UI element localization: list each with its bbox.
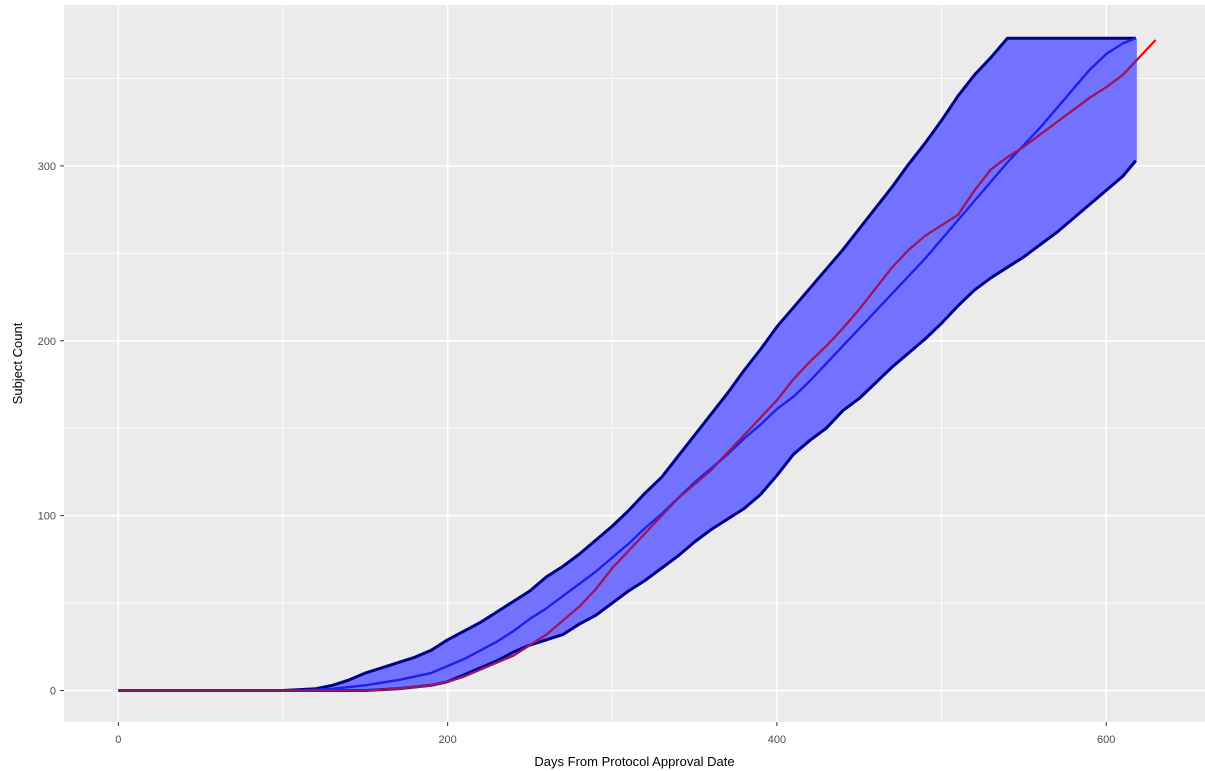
axis-tick-labels: 0 200 400 600 0 100 200 300: [38, 161, 1116, 746]
y-tick-label: 0: [50, 686, 56, 698]
y-axis-title: Subject Count: [10, 322, 25, 404]
observed-line-over-band: [118, 56, 1140, 692]
x-tick-label: 400: [768, 734, 786, 746]
x-tick-label: 200: [438, 734, 456, 746]
x-tick-label: 0: [115, 734, 121, 746]
median-line: [118, 37, 1137, 692]
y-tick-label: 300: [38, 161, 56, 173]
axis-ticks: [60, 165, 1107, 726]
x-tick-label: 600: [1097, 734, 1115, 746]
y-tick-label: 100: [38, 511, 56, 523]
band-lower-line: [118, 159, 1138, 693]
x-axis-title: Days From Protocol Approval Date: [534, 754, 734, 769]
band-upper-line: [118, 36, 1136, 693]
prediction-band: [118, 36, 1138, 693]
series-lines: [118, 37, 1157, 692]
y-tick-label: 200: [38, 336, 56, 348]
